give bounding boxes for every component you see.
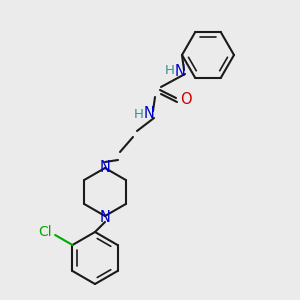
Text: N: N	[100, 160, 110, 175]
Text: H: H	[165, 64, 175, 77]
Text: N: N	[100, 209, 110, 224]
Text: O: O	[180, 92, 192, 107]
Text: H: H	[134, 107, 144, 121]
Text: N: N	[144, 106, 154, 122]
Text: N: N	[175, 64, 185, 79]
Text: Cl: Cl	[38, 225, 52, 239]
